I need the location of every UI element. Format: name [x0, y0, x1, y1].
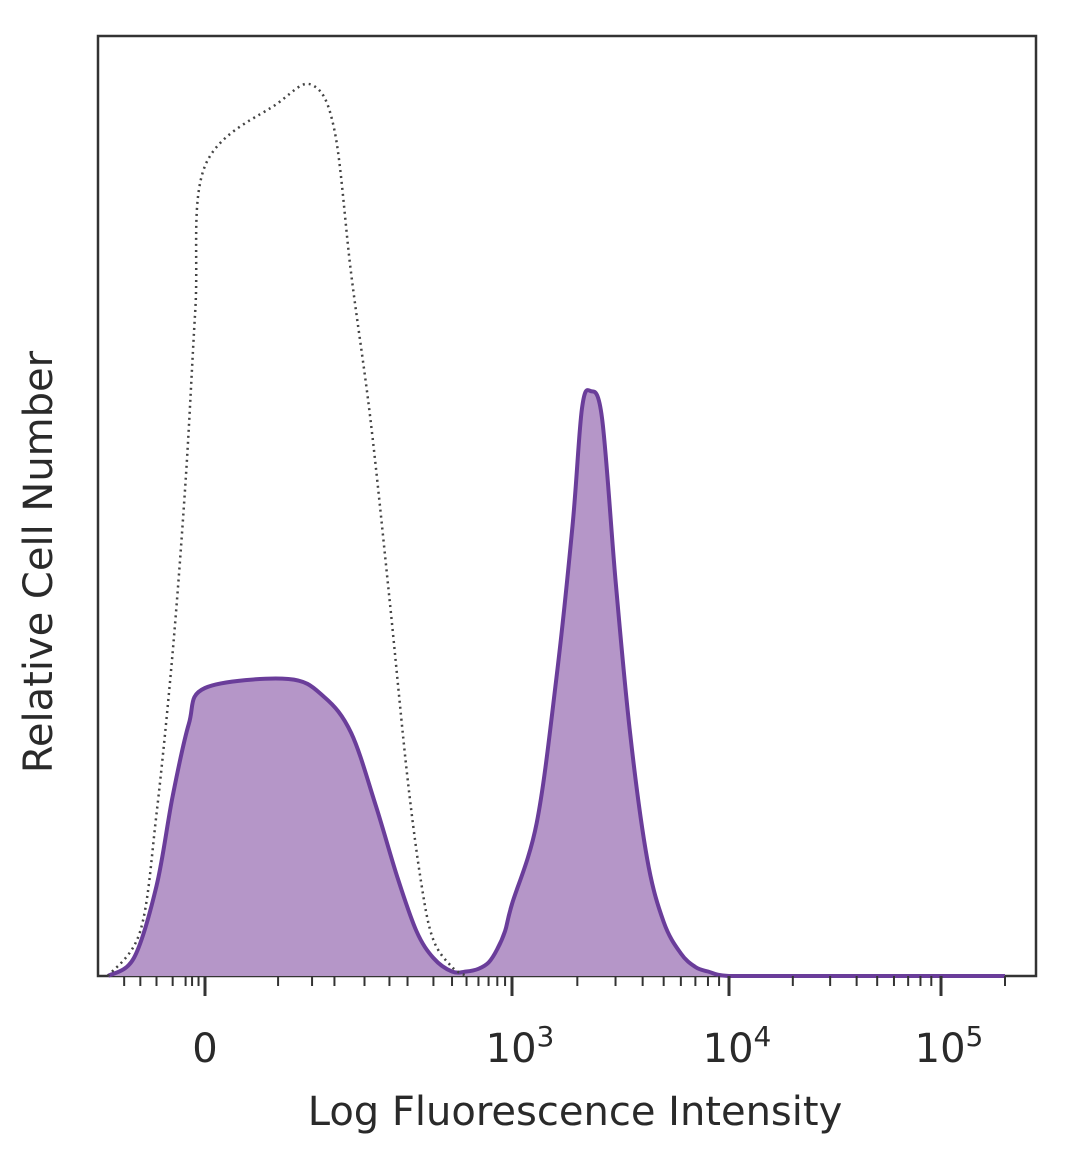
- series-layer: [106, 82, 1005, 979]
- x-tick-label: 105: [915, 1020, 984, 1072]
- x-tick-label-exponent: 3: [537, 1020, 555, 1053]
- x-tick-label: 0: [192, 1026, 217, 1072]
- y-axis-label: Relative Cell Number: [16, 350, 62, 773]
- series-dotted-outline: [106, 82, 468, 978]
- series-filled-outline: [106, 388, 1005, 979]
- x-axis-tick-labels: 0 103 104 105: [192, 1020, 983, 1072]
- x-tick-label: 103: [486, 1020, 555, 1072]
- x-axis-ticks: [123, 976, 1006, 996]
- x-tick-label-exponent: 4: [754, 1020, 772, 1053]
- x-tick-label-exponent: 5: [966, 1020, 984, 1053]
- x-tick-label: 104: [703, 1020, 772, 1072]
- x-axis-label: Log Fluorescence Intensity: [308, 1089, 843, 1135]
